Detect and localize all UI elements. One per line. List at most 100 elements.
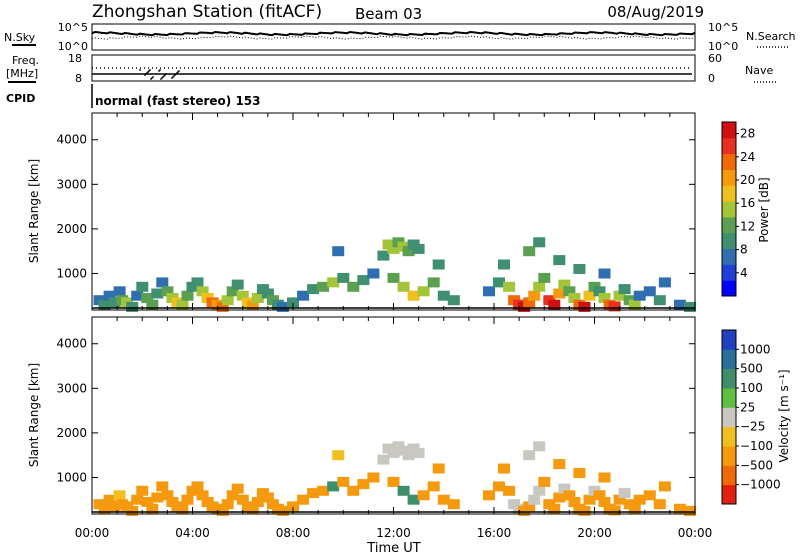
velocity-cell bbox=[533, 485, 546, 496]
velocity-cell bbox=[161, 490, 174, 501]
velocity-cell bbox=[583, 494, 596, 505]
power-ytick-label: 4000 bbox=[56, 133, 87, 147]
power-cell bbox=[533, 237, 546, 248]
power-cell bbox=[146, 299, 159, 310]
power-cell bbox=[573, 264, 586, 274]
power-cell bbox=[498, 259, 510, 270]
power-cell bbox=[108, 297, 121, 308]
velocity-cell bbox=[568, 497, 581, 507]
velocity-cell bbox=[483, 490, 495, 501]
nsky-line bbox=[91, 30, 696, 37]
power-ylabel: Slant Range [km] bbox=[27, 159, 41, 263]
velocity-cell bbox=[191, 481, 204, 492]
power-cell bbox=[317, 281, 330, 292]
power-cell bbox=[598, 268, 611, 279]
power-cell bbox=[216, 301, 229, 312]
power-colorbar: 4 8 12 16 20 24 28 Power [dB] bbox=[721, 121, 771, 297]
power-cell bbox=[236, 290, 249, 301]
velocity-cell bbox=[226, 490, 239, 501]
power-ytick-label: 2000 bbox=[56, 222, 87, 236]
velocity-cell bbox=[113, 490, 126, 501]
cpid-label: CPID bbox=[6, 92, 35, 105]
power-colorbar-swatch bbox=[722, 201, 736, 218]
velocity-cell bbox=[196, 490, 209, 501]
power-cell bbox=[377, 250, 390, 261]
velocity-colorbar-tick-label: −500 bbox=[740, 458, 773, 472]
velocity-colorbar-tick-label: −1000 bbox=[740, 478, 781, 492]
velocity-cell bbox=[126, 505, 139, 516]
velocity-cell bbox=[653, 499, 666, 510]
velocity-cell bbox=[427, 481, 440, 492]
power-cell bbox=[357, 275, 370, 286]
power-cell bbox=[553, 255, 566, 266]
velocity-cell bbox=[332, 450, 345, 461]
velocity-cell bbox=[176, 503, 189, 514]
nsearch-tick-top: 10^5 bbox=[708, 21, 738, 34]
nsearch-line bbox=[91, 35, 696, 40]
velocity-cell bbox=[417, 490, 430, 501]
power-cell bbox=[246, 300, 259, 311]
velocity-cell bbox=[231, 483, 244, 494]
velocity-cell bbox=[563, 490, 576, 501]
velocity-cell bbox=[598, 497, 611, 507]
velocity-colorbar-swatch bbox=[722, 349, 736, 370]
power-cell bbox=[176, 299, 189, 310]
nsky-label: N.Sky bbox=[4, 31, 36, 44]
power-cell bbox=[553, 288, 566, 299]
power-colorbar-swatch bbox=[722, 232, 736, 249]
velocity-colorbar-tick-label: 100 bbox=[740, 381, 763, 395]
power-cell bbox=[658, 277, 671, 288]
velocity-cell bbox=[618, 488, 631, 499]
power-cell bbox=[613, 290, 626, 301]
velocity-cell bbox=[658, 481, 671, 492]
time-axis: 00:00 04:00 08:00 12:00 16:00 20:00 00:00 bbox=[75, 526, 713, 540]
power-cell bbox=[568, 293, 581, 303]
power-cell bbox=[618, 284, 631, 295]
power-cell bbox=[397, 281, 410, 292]
freq-label-line1: Freq. bbox=[12, 54, 39, 67]
velocity-cell bbox=[498, 463, 510, 474]
velocity-ytick-label: 4000 bbox=[56, 337, 87, 351]
power-cell bbox=[151, 288, 164, 299]
velocity-cell bbox=[297, 494, 310, 505]
power-colorbar-tick-label: 28 bbox=[740, 127, 755, 141]
power-cell bbox=[523, 297, 536, 308]
time-tick-label: 16:00 bbox=[477, 526, 512, 540]
power-cell bbox=[493, 277, 505, 288]
power-colorbar-tick-label: 20 bbox=[740, 173, 755, 187]
station-title: Zhongshan Station (fitACF) bbox=[92, 2, 322, 22]
power-cell bbox=[563, 286, 576, 297]
power-cell bbox=[347, 281, 360, 292]
velocity-cell bbox=[108, 501, 121, 512]
velocity-cell bbox=[523, 501, 536, 512]
velocity-cell bbox=[151, 492, 164, 503]
power-cell bbox=[528, 290, 541, 301]
power-cell bbox=[628, 299, 641, 310]
velocity-cell bbox=[684, 505, 696, 516]
velocity-cell bbox=[412, 447, 425, 458]
power-cell bbox=[231, 279, 244, 290]
velocity-heatmap bbox=[93, 441, 696, 516]
beam-label: Beam 03 bbox=[355, 5, 422, 23]
time-tick-label: 00:00 bbox=[75, 526, 110, 540]
power-cell bbox=[276, 301, 289, 312]
power-cell bbox=[578, 301, 591, 312]
power-cell bbox=[533, 281, 546, 292]
time-tick-label: 12:00 bbox=[376, 526, 411, 540]
velocity-cell bbox=[156, 481, 169, 492]
time-tick-label: 20:00 bbox=[577, 526, 612, 540]
power-cell bbox=[367, 268, 380, 279]
power-colorbar-tick-label: 12 bbox=[740, 219, 755, 233]
power-cell bbox=[131, 290, 144, 301]
time-tick-label: 04:00 bbox=[175, 526, 210, 540]
velocity-colorbar-swatch bbox=[722, 407, 736, 428]
power-colorbar-swatch bbox=[722, 185, 736, 202]
power-colorbar-swatch bbox=[722, 137, 736, 155]
power-cell bbox=[412, 243, 425, 254]
power-colorbar-swatch bbox=[722, 153, 736, 170]
power-cell bbox=[141, 293, 154, 303]
velocity-cell bbox=[578, 505, 591, 516]
power-cell bbox=[196, 286, 209, 297]
power-cell bbox=[327, 277, 340, 288]
